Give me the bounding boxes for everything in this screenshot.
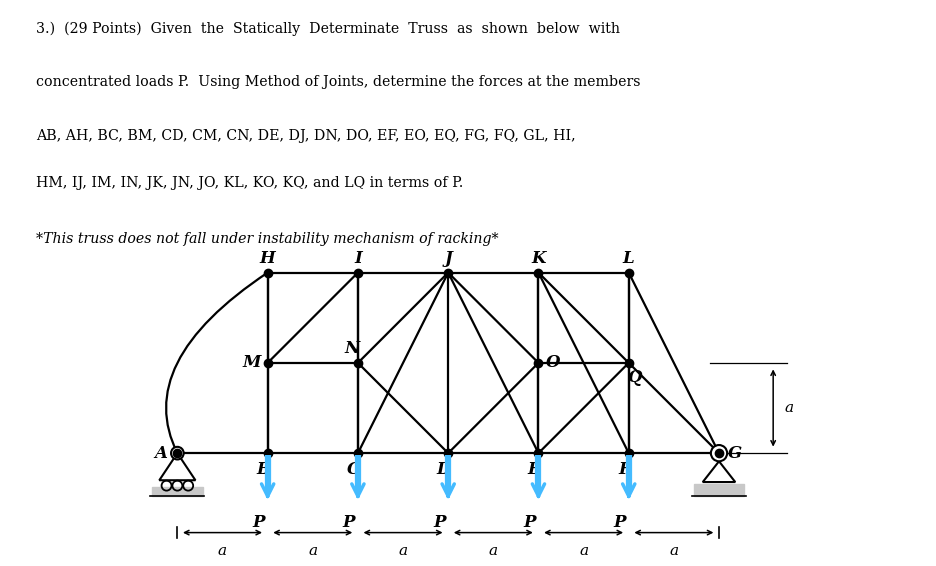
Text: E: E bbox=[527, 461, 540, 478]
Text: *This truss does not fall under instability mechanism of racking*: *This truss does not fall under instabil… bbox=[36, 232, 498, 246]
Text: a: a bbox=[398, 544, 407, 558]
Text: O: O bbox=[545, 354, 560, 371]
Text: D: D bbox=[436, 461, 450, 478]
Text: a: a bbox=[308, 544, 317, 558]
Text: a: a bbox=[784, 401, 793, 415]
Text: P: P bbox=[522, 513, 535, 531]
Text: B: B bbox=[256, 461, 270, 478]
Text: L: L bbox=[622, 250, 634, 267]
Circle shape bbox=[710, 445, 726, 461]
Text: a: a bbox=[668, 544, 678, 558]
Text: P: P bbox=[343, 513, 355, 531]
Text: AB, AH, BC, BM, CD, CM, CN, DE, DJ, DN, DO, EF, EO, EQ, FG, FQ, GL, HI,: AB, AH, BC, BM, CD, CM, CN, DE, DJ, DN, … bbox=[36, 129, 575, 143]
Text: N: N bbox=[344, 340, 359, 357]
Text: a: a bbox=[578, 544, 588, 558]
Text: concentrated loads P.  Using Method of Joints, determine the forces at the membe: concentrated loads P. Using Method of Jo… bbox=[36, 75, 639, 89]
Text: P: P bbox=[252, 513, 265, 531]
Text: K: K bbox=[531, 250, 545, 267]
Bar bbox=[152, 487, 202, 496]
Text: HM, IJ, IM, IN, JK, JN, JO, KL, KO, KQ, and LQ in terms of P.: HM, IJ, IM, IN, JK, JN, JO, KL, KO, KQ, … bbox=[36, 177, 462, 190]
Text: A: A bbox=[154, 445, 168, 462]
Text: J: J bbox=[444, 250, 452, 267]
Text: I: I bbox=[354, 250, 361, 267]
Text: a: a bbox=[218, 544, 227, 558]
Text: C: C bbox=[346, 461, 359, 478]
Text: G: G bbox=[727, 445, 741, 462]
Text: a: a bbox=[489, 544, 497, 558]
Bar bbox=[693, 484, 743, 496]
Text: M: M bbox=[241, 354, 260, 371]
Text: F: F bbox=[618, 461, 629, 478]
Text: P: P bbox=[613, 513, 625, 531]
Text: H: H bbox=[259, 250, 275, 267]
Circle shape bbox=[171, 447, 183, 460]
Text: Q: Q bbox=[626, 369, 641, 386]
Text: P: P bbox=[432, 513, 445, 531]
Text: 3.)  (29 Points)  Given  the  Statically  Determinate  Truss  as  shown  below  : 3.) (29 Points) Given the Statically Det… bbox=[36, 22, 619, 36]
